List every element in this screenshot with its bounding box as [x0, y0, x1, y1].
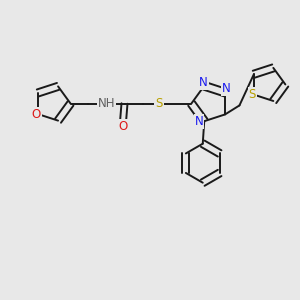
Text: N: N: [194, 115, 203, 128]
Text: N: N: [222, 82, 230, 95]
Text: S: S: [155, 97, 163, 110]
Text: N: N: [199, 76, 208, 89]
Text: O: O: [32, 108, 41, 121]
Text: S: S: [249, 88, 256, 101]
Text: O: O: [118, 120, 127, 133]
Text: NH: NH: [98, 97, 115, 110]
